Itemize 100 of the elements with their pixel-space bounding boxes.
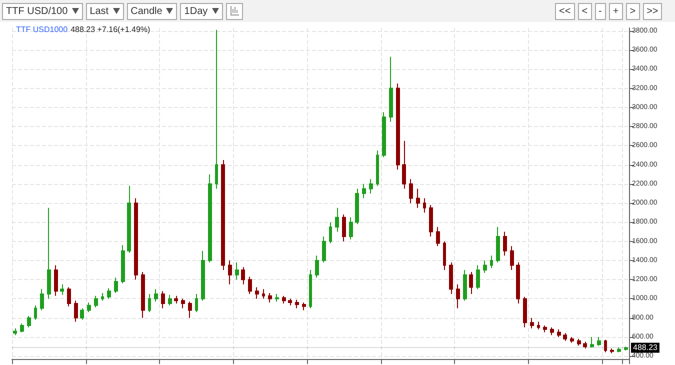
candlestick [342,214,346,242]
candlestick [617,347,621,353]
candlestick [483,260,487,274]
candlestick [127,185,131,254]
candlestick [449,262,453,294]
candlestick [530,317,534,329]
candlestick [369,178,373,194]
candlestick [490,255,493,269]
candlestick [188,301,192,318]
candlestick [382,112,386,158]
candlestick [54,264,58,296]
candlestick [154,288,158,302]
candlestick [302,302,306,311]
candlestick [168,294,172,306]
candlestick [329,222,332,244]
candlestick [295,299,299,309]
candlestick [248,276,252,294]
candlestick [469,271,473,294]
candlestick [121,244,125,284]
candlestick [570,336,574,344]
candlestick [201,250,205,302]
candlestick [503,231,507,256]
candlestick [516,262,520,304]
candlestick [543,325,547,333]
candlestick [141,271,145,318]
candlestick [114,277,118,294]
candlestick [101,292,104,302]
candlestick [597,336,601,346]
candlestick [275,293,279,302]
candlestick [496,226,500,263]
candlestick [195,293,198,313]
candlestick [134,198,138,280]
candlestick [255,286,259,300]
candlestick [577,338,581,346]
candlestick [148,293,151,313]
candlestick [20,323,24,333]
candlestick [550,326,554,336]
candlestick [27,315,31,328]
candlestick [67,286,71,307]
candlestick [335,207,339,232]
candlestick [376,150,379,186]
text: - [598,6,602,17]
candlestick [60,284,64,296]
candlestick [476,264,480,290]
text: >> [646,6,658,17]
text: Candle [130,6,162,17]
candlestick [563,332,567,342]
candlestick [47,207,51,300]
candlestick [221,160,225,271]
text: < [582,6,588,17]
candlestick [174,295,178,304]
candlestick [389,56,393,122]
candlestick [537,321,540,330]
chart-subtitle: 488.23 +7.16(+1.49%) [70,25,150,34]
candlestick [309,270,312,309]
candlestick [510,246,514,271]
candlestick [557,328,561,338]
candlestick [262,288,265,300]
candlestick [87,302,91,313]
text: << [559,6,571,17]
candlestick [161,290,165,309]
candlestick [523,296,527,328]
chart-title: TTF USD1000 [16,25,68,34]
candlestick [241,266,245,285]
text: + [612,6,619,17]
candlestick [604,339,607,353]
candlestick [463,270,467,302]
candlestick [235,262,239,280]
candlestick [423,198,426,214]
candlestick [215,29,218,190]
text: 1Day [184,6,208,17]
candlestick [282,295,286,304]
candlestick [40,288,44,311]
candlestick [416,188,420,208]
text: TTF USD/100 [6,6,68,17]
candlestick [456,284,460,309]
ref-line-label: 488.23 [633,343,658,352]
candlestick [288,298,292,306]
candlestick [429,204,433,238]
candlestick [443,240,446,271]
candlestick [362,183,366,199]
candlestick [315,255,319,278]
text: > [630,6,636,17]
candlestick [80,308,84,320]
candlestick [208,174,212,263]
candlestick [409,178,413,204]
candlestick [268,292,272,304]
candlestick [13,328,17,336]
candlestick [396,82,400,170]
candlestick [181,298,185,309]
candlestick [436,226,440,247]
candlestick [355,188,359,225]
candlestick [74,300,78,322]
text: Last [90,6,109,17]
candlestick [34,304,37,320]
candlestick [322,236,326,263]
candlestick [107,288,111,300]
candlestick [94,295,98,308]
candlestick [402,140,406,190]
candlestick [228,260,232,285]
